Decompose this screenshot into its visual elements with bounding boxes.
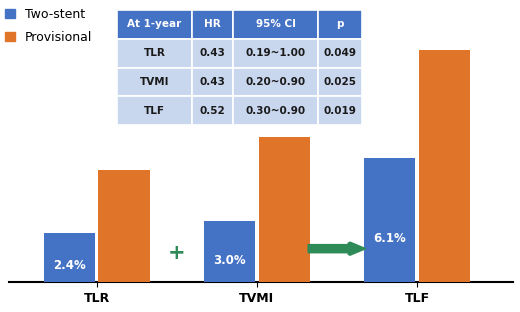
Bar bbox=[117, 67, 192, 96]
Bar bbox=[117, 96, 192, 125]
Text: 11.4%: 11.4% bbox=[424, 159, 465, 173]
Bar bbox=[117, 39, 192, 67]
Bar bbox=[204, 221, 255, 282]
Text: 0.52: 0.52 bbox=[200, 106, 225, 116]
Text: 5.5%: 5.5% bbox=[108, 220, 140, 233]
Bar bbox=[318, 10, 362, 39]
Text: 6.1%: 6.1% bbox=[373, 232, 406, 245]
Text: 3.0%: 3.0% bbox=[213, 254, 246, 267]
Bar bbox=[318, 67, 362, 96]
Bar bbox=[318, 96, 362, 125]
Bar bbox=[258, 138, 310, 282]
Bar bbox=[364, 158, 415, 282]
Bar bbox=[233, 39, 318, 67]
Text: At 1-year: At 1-year bbox=[127, 19, 181, 29]
Bar bbox=[192, 39, 233, 67]
Text: 0.19~1.00: 0.19~1.00 bbox=[245, 48, 306, 58]
Text: TVMI: TVMI bbox=[140, 77, 169, 87]
Bar bbox=[233, 10, 318, 39]
Text: 0.049: 0.049 bbox=[323, 48, 357, 58]
Bar bbox=[192, 96, 233, 125]
Text: +: + bbox=[168, 243, 186, 263]
Text: TLR: TLR bbox=[144, 48, 165, 58]
Bar bbox=[233, 67, 318, 96]
Bar bbox=[44, 233, 95, 282]
Text: 0.43: 0.43 bbox=[200, 48, 226, 58]
FancyArrow shape bbox=[308, 242, 366, 255]
Text: 0.019: 0.019 bbox=[323, 106, 357, 116]
Text: 0.30~0.90: 0.30~0.90 bbox=[245, 106, 306, 116]
Text: 7.1%: 7.1% bbox=[268, 203, 301, 217]
Legend: Two-stent, Provisional: Two-stent, Provisional bbox=[5, 8, 92, 44]
Text: 0.025: 0.025 bbox=[323, 77, 357, 87]
Text: 0.20~0.90: 0.20~0.90 bbox=[245, 77, 306, 87]
Bar bbox=[192, 67, 233, 96]
Bar bbox=[233, 96, 318, 125]
Bar bbox=[192, 10, 233, 39]
Bar bbox=[98, 170, 150, 282]
Text: p: p bbox=[336, 19, 344, 29]
Text: 95% CI: 95% CI bbox=[255, 19, 295, 29]
Bar bbox=[117, 10, 192, 39]
Text: TLF: TLF bbox=[144, 106, 165, 116]
Bar bbox=[419, 50, 470, 282]
Text: HR: HR bbox=[204, 19, 221, 29]
Text: 0.43: 0.43 bbox=[200, 77, 226, 87]
Text: 2.4%: 2.4% bbox=[53, 259, 86, 272]
Bar bbox=[318, 39, 362, 67]
